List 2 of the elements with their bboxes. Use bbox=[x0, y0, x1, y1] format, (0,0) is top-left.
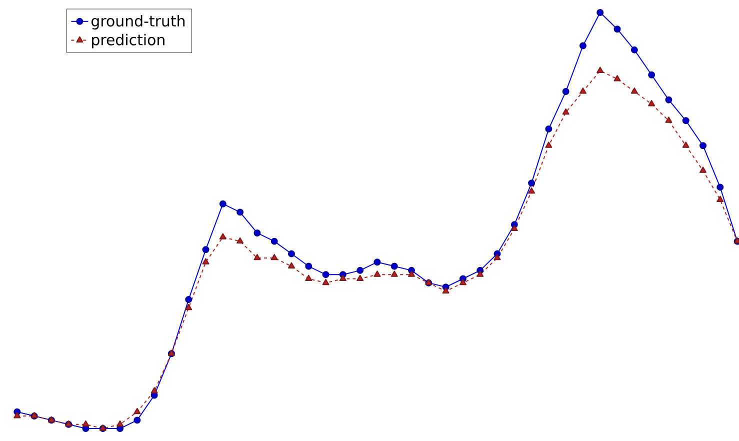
legend-label: ground-truth bbox=[92, 15, 185, 30]
legend-label: prediction bbox=[92, 34, 164, 48]
